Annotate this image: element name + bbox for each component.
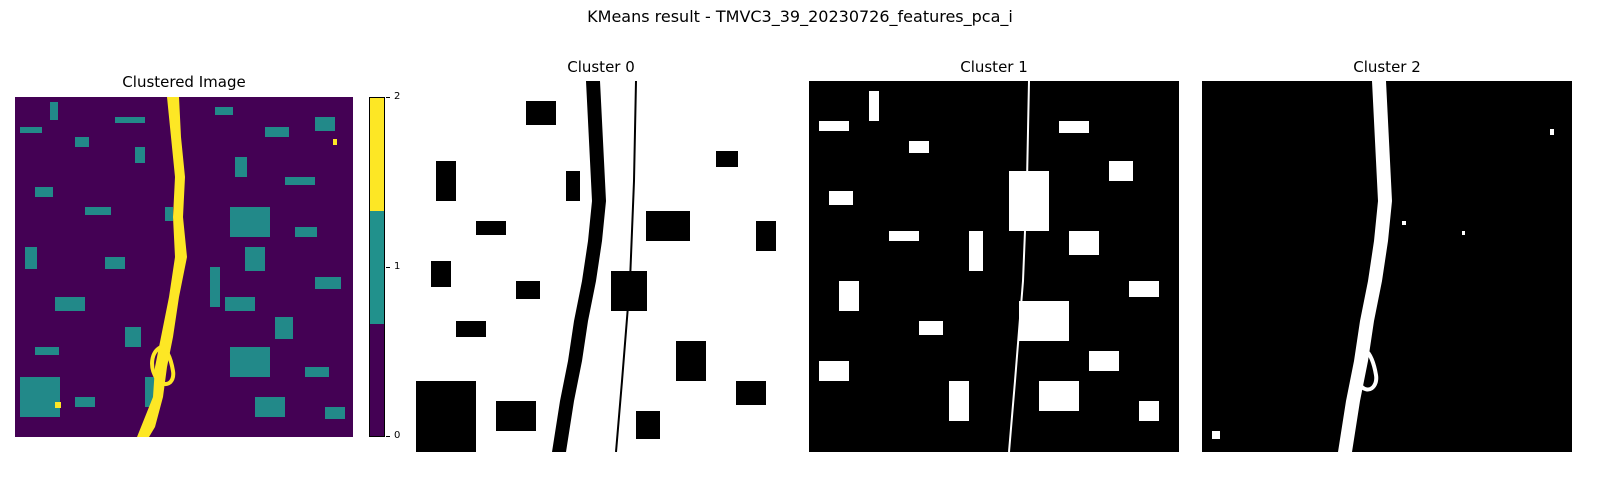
colorbar-label-1: 1 <box>394 261 401 272</box>
cluster-2-image <box>1202 81 1572 452</box>
colorbar-tick-1 <box>386 267 390 268</box>
cluster-2-mask <box>1202 81 1572 452</box>
colorbar-tick-2 <box>386 97 390 98</box>
colorbar-segment-1 <box>370 211 384 324</box>
clustered-image-map <box>15 97 353 437</box>
cluster-0-image <box>416 81 786 452</box>
cluster-0-mask <box>416 81 786 452</box>
colorbar-label-0: 0 <box>394 430 401 441</box>
colorbar-segment-0 <box>370 324 384 436</box>
cluster-1-mask <box>809 81 1179 452</box>
cluster-2-title: Cluster 2 <box>1353 58 1421 76</box>
colorbar <box>369 97 385 437</box>
clustered-image <box>15 97 353 437</box>
colorbar-segment-2 <box>370 98 384 211</box>
clustered-image-title: Clustered Image <box>122 73 246 91</box>
cluster-0-title: Cluster 0 <box>567 58 635 76</box>
colorbar-tick-0 <box>386 436 390 437</box>
colorbar-label-2: 2 <box>394 91 401 102</box>
figure-title: KMeans result - TMVC3_39_20230726_featur… <box>587 7 1013 26</box>
cluster-1-title: Cluster 1 <box>960 58 1028 76</box>
cluster-1-image <box>809 81 1179 452</box>
